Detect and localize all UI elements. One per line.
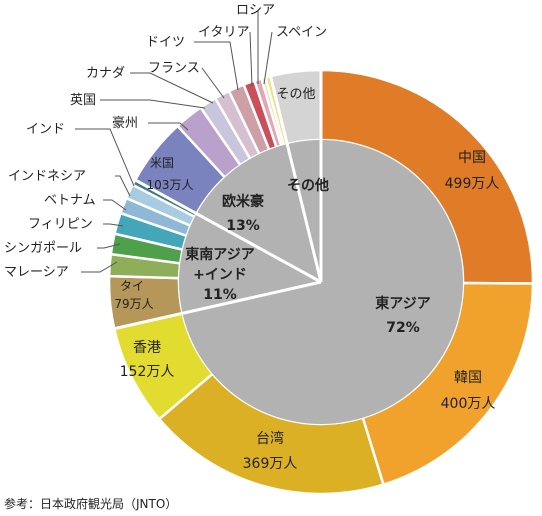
- leader-line-7: [103, 223, 124, 227]
- outer-label-14: カナダ: [86, 66, 125, 81]
- outer-value-2: 369万人: [243, 456, 298, 472]
- inner-label-1-1: +インド: [193, 267, 247, 283]
- outer-label-9: インドネシア: [8, 169, 86, 184]
- outer-label-5: マレーシア: [4, 265, 69, 280]
- inner-label-2-0: 欧米豪: [222, 193, 264, 210]
- outer-label-13: 英国: [70, 93, 96, 108]
- inner-value-0: 72%: [386, 320, 420, 336]
- outer-ring: [107, 68, 535, 496]
- inner-divider-3: [269, 75, 323, 283]
- leader-line-16: [194, 41, 239, 91]
- outer-label-15: フランス: [148, 61, 200, 76]
- labels: 東アジア72%東南アジア+インド11%欧米豪13%その他中国499万人韓国400…: [4, 3, 499, 472]
- leader-line-9: [115, 175, 131, 197]
- outer-value-11: 103万人: [147, 178, 194, 192]
- outer-label-17: イタリア: [198, 25, 249, 40]
- outer-label-19: スペイン: [276, 25, 327, 40]
- outer-label-11: 米国: [150, 156, 174, 170]
- outer-label-18: ロシア: [236, 3, 275, 18]
- outer-label-0: 中国: [458, 150, 486, 166]
- inner-pie: [113, 70, 463, 424]
- outer-label-10: インド: [26, 122, 65, 137]
- outer-label-6: シンガポール: [4, 241, 82, 256]
- inner-divider-1: [113, 280, 322, 331]
- leader-line-5: [81, 261, 118, 273]
- outer-label-12: 豪州: [112, 115, 138, 131]
- outer-value-3: 152万人: [120, 364, 175, 380]
- outer-label-20: その他: [276, 87, 315, 102]
- outer-label-2: 台湾: [256, 430, 284, 447]
- leader-line-13: [100, 99, 206, 109]
- leader-line-14: [130, 72, 214, 104]
- leader-line-12: [148, 122, 189, 131]
- outer-value-4: 79万人: [114, 297, 153, 311]
- outer-label-3: 香港: [133, 340, 161, 356]
- leader-line-8: [103, 199, 127, 211]
- outer-label-8: ベトナム: [44, 193, 96, 208]
- leader-line-15: [201, 67, 225, 99]
- outer-label-7: フィリピン: [28, 217, 93, 232]
- leader-line-6: [97, 243, 121, 249]
- inner-label-1-0: 東南アジア: [185, 246, 254, 263]
- outer-value-1: 400万人: [441, 396, 496, 412]
- leader-line-10: [75, 128, 135, 187]
- inner-value-2: 13%: [226, 218, 260, 234]
- outer-label-1: 韓国: [454, 370, 482, 386]
- inner-label-0-0: 東アジア: [375, 295, 430, 312]
- leader-lines: [75, 10, 273, 273]
- leader-line-17: [249, 31, 253, 87]
- outer-value-0: 499万人: [445, 176, 500, 192]
- inner-divider-2: [134, 178, 322, 284]
- inner-value-1: 11%: [203, 287, 237, 303]
- source-note: 参考：日本政府観光局（JNTO）: [4, 496, 177, 511]
- inner-label-3-0: その他: [287, 177, 329, 194]
- outer-label-16: ドイツ: [146, 35, 185, 50]
- leader-line-19: [263, 31, 273, 85]
- outer-label-4: タイ: [120, 279, 144, 293]
